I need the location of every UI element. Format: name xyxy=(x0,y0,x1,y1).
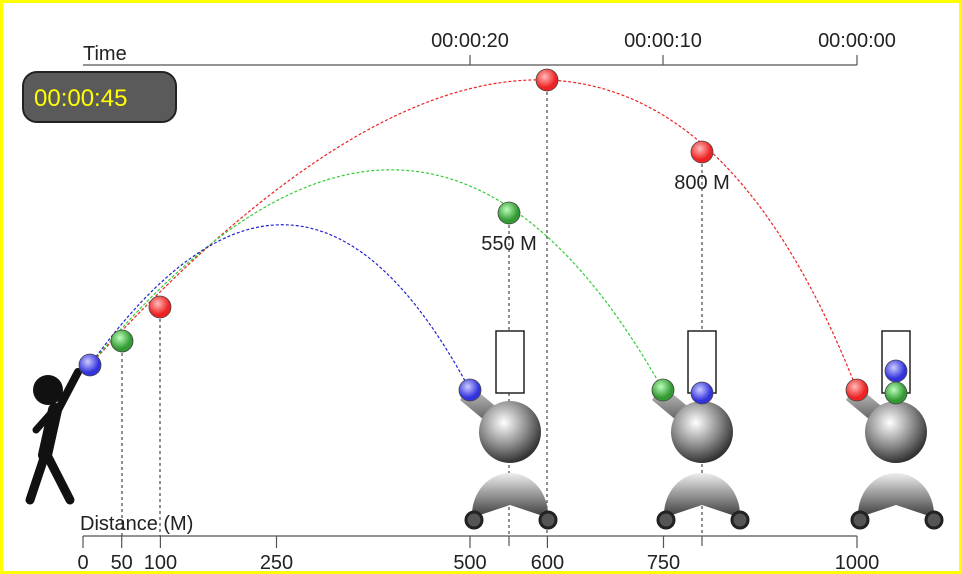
time-tick-label: 00:00:00 xyxy=(818,30,896,52)
marker-label: 550 M xyxy=(481,233,537,255)
ball xyxy=(690,140,714,164)
green-trajectory xyxy=(89,169,664,391)
marker-label: 800 M xyxy=(674,172,730,194)
cannon xyxy=(846,330,944,530)
distance-tick-label: 750 xyxy=(647,552,680,574)
distance-tick-label: 1000 xyxy=(835,552,880,574)
time-axis-label: Time xyxy=(83,43,127,65)
distance-tick-label: 0 xyxy=(77,552,88,574)
blue-trajectory xyxy=(89,224,471,391)
cannon xyxy=(652,330,750,530)
ball xyxy=(110,329,134,353)
ball xyxy=(884,381,908,405)
ball xyxy=(458,378,482,402)
distance-axis-label: Distance (M) xyxy=(80,513,193,535)
balls xyxy=(78,68,908,405)
ball xyxy=(884,359,908,383)
ball xyxy=(651,378,675,402)
ball xyxy=(845,378,869,402)
distance-tick-label: 100 xyxy=(144,552,177,574)
ball xyxy=(148,295,172,319)
timer-box xyxy=(22,71,177,123)
trajectories xyxy=(89,79,858,391)
distance-tick-label: 500 xyxy=(453,552,486,574)
thrower xyxy=(25,368,82,505)
timer: 00:00:45 xyxy=(34,85,127,112)
ball xyxy=(690,381,714,405)
distance-tick-label: 600 xyxy=(531,552,564,574)
ball xyxy=(78,353,102,377)
time-tick-label: 00:00:10 xyxy=(624,30,702,52)
distance-ticks: 0 50 100 250 500 600 750 1000 xyxy=(77,536,879,574)
ball xyxy=(535,68,559,92)
ball xyxy=(497,201,521,225)
red-trajectory xyxy=(89,79,858,391)
distance-tick-label: 50 xyxy=(111,552,133,574)
time-tick-label: 00:00:20 xyxy=(431,30,509,52)
distance-tick-label: 250 xyxy=(260,552,293,574)
